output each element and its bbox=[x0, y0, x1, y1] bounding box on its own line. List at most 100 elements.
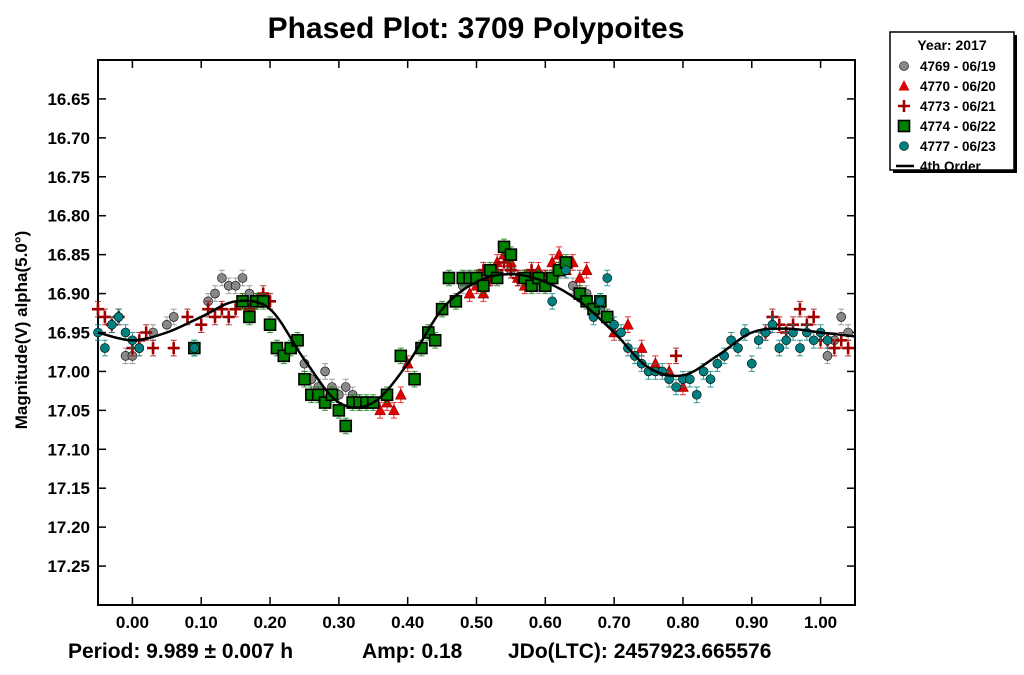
data-point-4774-06-22 bbox=[477, 279, 490, 293]
data-point-4769-06-19 bbox=[320, 366, 330, 377]
data-point-4777-06-23 bbox=[733, 343, 743, 353]
data-point-4770-06-20 bbox=[635, 341, 648, 353]
y-tick-label: 17.20 bbox=[47, 518, 90, 537]
data-point-4777-06-23 bbox=[113, 312, 124, 322]
data-point-4774-06-22 bbox=[394, 349, 408, 363]
y-tick-label: 17.00 bbox=[47, 362, 90, 381]
data-point-4770-06-20 bbox=[388, 403, 400, 416]
y-tick-label: 17.15 bbox=[47, 479, 90, 498]
data-point-4774-06-22 bbox=[428, 333, 442, 347]
epoch-readout: JDo(LTC): 2457923.665576 bbox=[508, 640, 772, 663]
legend-entry-label: 4774 - 06/22 bbox=[920, 119, 996, 134]
legend-marker bbox=[897, 119, 911, 133]
data-point-4777-06-23 bbox=[685, 374, 695, 385]
data-point-4777-06-23 bbox=[746, 358, 757, 369]
x-tick-label: 0.60 bbox=[529, 613, 562, 632]
data-point-4770-06-20 bbox=[463, 287, 476, 299]
data-point-4774-06-22 bbox=[339, 419, 353, 433]
data-point-4774-06-22 bbox=[442, 271, 456, 285]
data-point-4773-06-21 bbox=[807, 310, 820, 323]
legend-entry-label: 4769 - 06/19 bbox=[920, 59, 996, 74]
data-point-4773-06-21 bbox=[842, 342, 855, 355]
y-tick-label: 16.85 bbox=[47, 246, 90, 265]
legend-box bbox=[889, 31, 1015, 171]
x-tick-label: 1.00 bbox=[804, 613, 837, 632]
data-point-4774-06-22 bbox=[408, 372, 421, 386]
data-point-4777-06-23 bbox=[822, 335, 833, 346]
data-point-4773-06-21 bbox=[670, 349, 683, 362]
data-point-4769-06-19 bbox=[822, 351, 833, 361]
x-tick-label: 0.70 bbox=[598, 613, 631, 632]
fit-curve-4th-order bbox=[97, 272, 856, 409]
legend-entry-label: 4773 - 06/21 bbox=[920, 99, 996, 114]
period-readout: Period: 9.989 ± 0.007 h bbox=[68, 640, 294, 663]
data-point-4777-06-23 bbox=[808, 335, 819, 346]
data-point-4774-06-22 bbox=[504, 248, 518, 261]
data-point-4777-06-23 bbox=[106, 319, 117, 330]
chart-title: Phased Plot: 3709 Polypoites bbox=[267, 12, 685, 45]
data-point-4777-06-23 bbox=[774, 343, 785, 353]
data-point-4774-06-22 bbox=[325, 388, 339, 402]
data-point-4777-06-23 bbox=[134, 343, 145, 353]
x-tick-label: 0.50 bbox=[460, 613, 493, 632]
y-tick-label: 16.95 bbox=[47, 324, 90, 343]
legend-marker bbox=[899, 61, 909, 71]
data-point-4777-06-23 bbox=[595, 296, 606, 307]
y-tick-label: 17.25 bbox=[47, 557, 90, 576]
y-tick-label: 17.05 bbox=[47, 401, 90, 420]
legend-marker bbox=[899, 141, 909, 151]
data-point-4773-06-21 bbox=[181, 310, 194, 323]
data-point-4769-06-19 bbox=[340, 382, 351, 392]
legend-entry-label: 4th Order bbox=[920, 159, 982, 174]
data-point-4777-06-23 bbox=[100, 343, 110, 353]
x-tick-label: 0.00 bbox=[116, 613, 149, 632]
data-point-4769-06-19 bbox=[230, 280, 241, 291]
x-tick-label: 0.90 bbox=[735, 613, 768, 632]
data-point-4769-06-19 bbox=[162, 319, 172, 330]
legend-marker bbox=[898, 80, 910, 91]
data-point-4777-06-23 bbox=[189, 343, 200, 353]
data-point-4769-06-19 bbox=[210, 288, 220, 299]
x-tick-label: 0.20 bbox=[253, 613, 286, 632]
data-point-4777-06-23 bbox=[120, 327, 131, 338]
data-point-4769-06-19 bbox=[168, 312, 179, 322]
data-point-4770-06-20 bbox=[374, 403, 387, 416]
data-point-4773-06-21 bbox=[167, 342, 180, 355]
data-point-4777-06-23 bbox=[795, 343, 805, 353]
legend-marker bbox=[898, 100, 910, 112]
data-point-4777-06-23 bbox=[691, 389, 702, 400]
data-point-4774-06-22 bbox=[298, 372, 311, 386]
data-point-4777-06-23 bbox=[671, 382, 681, 392]
data-point-4777-06-23 bbox=[753, 335, 764, 346]
data-point-4774-06-22 bbox=[243, 310, 256, 324]
data-point-4769-06-19 bbox=[836, 312, 847, 322]
y-tick-label: 16.80 bbox=[47, 207, 90, 226]
legend-title: Year: 2017 bbox=[917, 37, 986, 53]
x-tick-label: 0.40 bbox=[391, 613, 424, 632]
data-point-4773-06-21 bbox=[195, 318, 208, 331]
data-point-4777-06-23 bbox=[602, 273, 613, 283]
data-point-4773-06-21 bbox=[140, 326, 153, 339]
x-tick-label: 0.80 bbox=[666, 613, 699, 632]
data-point-4777-06-23 bbox=[781, 335, 791, 346]
data-point-4777-06-23 bbox=[547, 296, 558, 307]
data-point-4770-06-20 bbox=[394, 388, 407, 400]
data-point-4770-06-20 bbox=[573, 271, 586, 283]
x-tick-label: 0.10 bbox=[185, 613, 218, 632]
y-tick-label: 17.10 bbox=[47, 440, 90, 459]
data-point-4774-06-22 bbox=[263, 318, 277, 332]
data-point-4773-06-21 bbox=[793, 303, 806, 316]
data-point-4774-06-22 bbox=[490, 271, 504, 285]
legend-entry-label: 4770 - 06/20 bbox=[920, 79, 996, 94]
data-point-4773-06-21 bbox=[147, 342, 160, 355]
legend-entry-label: 4777 - 06/23 bbox=[920, 139, 996, 154]
y-tick-label: 16.65 bbox=[47, 90, 90, 109]
y-tick-label: 16.90 bbox=[47, 285, 90, 304]
data-point-4769-06-19 bbox=[217, 273, 227, 283]
y-axis-label: Magnitude(V) alpha(5.0°) bbox=[12, 230, 31, 430]
data-point-4769-06-19 bbox=[237, 273, 248, 283]
data-point-4777-06-23 bbox=[561, 265, 571, 276]
data-point-4777-06-23 bbox=[712, 358, 723, 369]
data-point-4774-06-22 bbox=[332, 404, 346, 417]
